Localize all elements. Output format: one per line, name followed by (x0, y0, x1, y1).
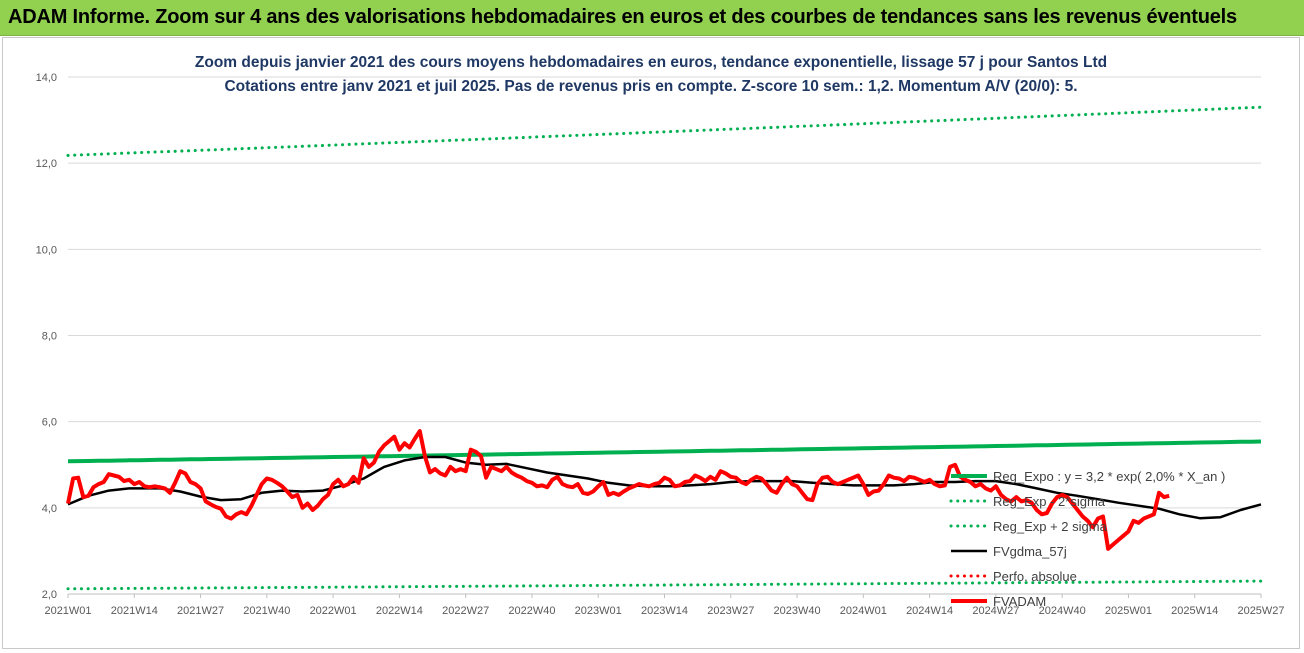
x-tick-label: 2022W40 (508, 605, 555, 617)
legend-label: FVgdma_57j (993, 544, 1067, 559)
series-line-2 (66, 105, 1263, 157)
x-tick-label: 2022W01 (310, 605, 357, 617)
y-tick-label: 6,0 (42, 417, 57, 429)
y-tick-label: 10,0 (36, 244, 57, 256)
x-tick-label: 2024W14 (906, 605, 953, 617)
x-tick-label: 2025W14 (1171, 605, 1218, 617)
legend-label: Reg_Expo : y = 3,2 * exp( 2,0% * X_an ) (993, 469, 1225, 484)
y-tick-label: 12,0 (36, 158, 57, 170)
x-tick-label: 2023W14 (641, 605, 688, 617)
y-tick-label: 8,0 (42, 331, 57, 343)
chart-title-line: Zoom depuis janvier 2021 des cours moyen… (195, 54, 1107, 71)
chart-frame: 2,0 4,0 6,0 8,0 10,0 12,0 14,0 2021W01 2021W14 20… (2, 37, 1300, 649)
series-line-5 (66, 429, 1170, 551)
x-tick-label: 2021W27 (177, 605, 224, 617)
x-tick-label: 2023W40 (774, 605, 821, 617)
y-tick-label: 4,0 (42, 503, 57, 515)
x-tick-label: 2022W14 (376, 605, 423, 617)
x-tick-label: 2024W01 (840, 605, 887, 617)
x-tick-label: 2022W27 (442, 605, 489, 617)
header-title: ADAM Informe. Zoom sur 4 ans des valoris… (8, 6, 1237, 28)
x-tick-label: 2024W40 (1039, 605, 1086, 617)
x-tick-label: 2025W01 (1105, 605, 1152, 617)
x-tick-label: 2025W27 (1237, 605, 1284, 617)
x-tick-label: 2021W01 (44, 605, 91, 617)
y-tick-label: 2,0 (42, 589, 57, 601)
x-tick-label: 2021W14 (111, 605, 158, 617)
x-tick-label: 2023W27 (707, 605, 754, 617)
legend-label: Reg_Exp - 2*sigma (993, 494, 1106, 509)
y-tick-label: 14,0 (36, 72, 57, 84)
x-tick-label: 2024W27 (972, 605, 1019, 617)
series-line-1 (66, 579, 1263, 591)
series-line-3 (67, 455, 1262, 520)
chart-svg: 2,0 4,0 6,0 8,0 10,0 12,0 14,0 2021W01 2021W14 20… (36, 54, 1285, 617)
legend-label: Reg_Exp + 2 sigma (993, 519, 1108, 534)
series-line-0 (67, 439, 1262, 464)
x-tick-label: 2023W01 (575, 605, 622, 617)
legend-label: FVADAM (993, 594, 1046, 609)
x-tick-label: 2021W40 (243, 605, 290, 617)
legend-label: Perfo. absolue (993, 569, 1077, 584)
chart-title-line: Cotations entre janv 2021 et juil 2025. … (224, 78, 1077, 95)
header-banner: ADAM Informe. Zoom sur 4 ans des valoris… (0, 0, 1304, 36)
